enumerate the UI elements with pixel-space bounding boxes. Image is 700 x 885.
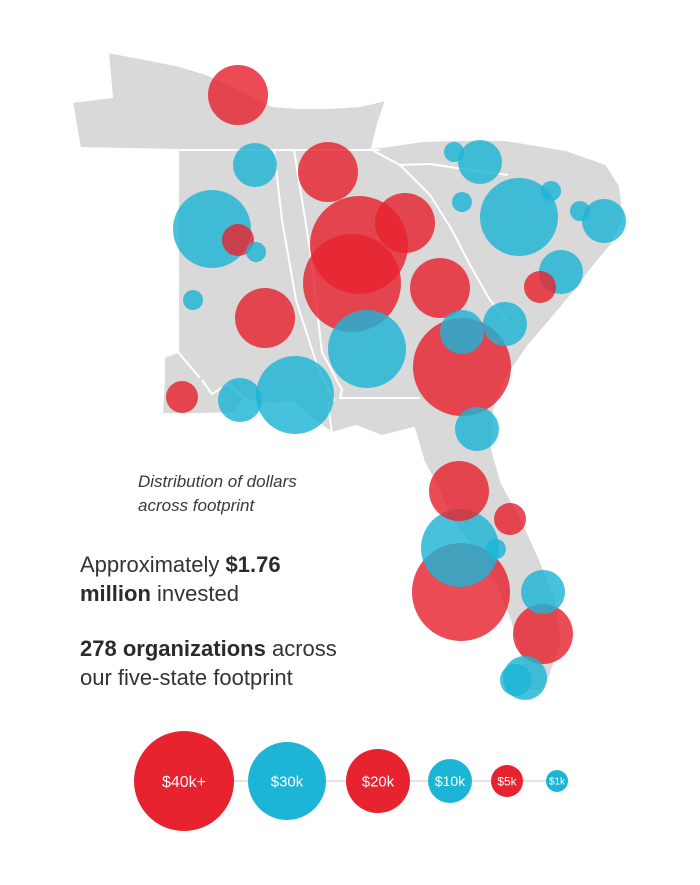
- map-caption: Distribution of dollars across footprint: [138, 470, 297, 518]
- map-marker: [328, 310, 406, 388]
- caption-line-2: across footprint: [138, 496, 255, 515]
- legend-circle: [428, 759, 472, 803]
- legend-circle: [248, 742, 326, 820]
- map-marker: [444, 142, 464, 162]
- map-marker: [429, 461, 489, 521]
- invested-unit: million: [80, 581, 151, 606]
- map-marker: [421, 509, 499, 587]
- legend-circle: [134, 731, 234, 831]
- map-marker: [524, 271, 556, 303]
- legend-label: $5k: [497, 774, 517, 788]
- map-marker: [541, 181, 561, 201]
- map-marker: [256, 356, 334, 434]
- map-marker: [455, 407, 499, 451]
- map-marker: [452, 192, 472, 212]
- legend-circle: [546, 770, 568, 792]
- invested-stat: Approximately $1.76 million invested: [80, 552, 281, 606]
- map-marker: [440, 310, 484, 354]
- map-marker: [410, 258, 470, 318]
- map-marker: [375, 193, 435, 253]
- map-marker: [222, 224, 254, 256]
- map-marker: [246, 242, 266, 262]
- map-marker: [208, 65, 268, 125]
- map-marker: [235, 288, 295, 348]
- map-marker: [298, 142, 358, 202]
- legend-label: $1k: [549, 777, 566, 788]
- map-marker: [521, 570, 565, 614]
- legend-circle: [491, 765, 523, 797]
- map-marker: [513, 604, 573, 664]
- map-marker: [413, 318, 511, 416]
- footprint-map: [71, 51, 626, 700]
- map-marker: [480, 178, 558, 256]
- legend-label: $10k: [435, 773, 466, 789]
- map-marker: [483, 302, 527, 346]
- legend-circle: [346, 749, 410, 813]
- map-marker: [166, 381, 198, 413]
- map-marker: [570, 201, 590, 221]
- map-marker: [233, 143, 277, 187]
- map-marker: [183, 290, 203, 310]
- map-marker: [582, 199, 626, 243]
- caption-line-1: Distribution of dollars: [138, 472, 297, 491]
- map-marker: [500, 664, 532, 696]
- map-marker: [218, 378, 262, 422]
- size-legend: $40k+ $30k $20k $10k $5k $1k: [134, 731, 568, 831]
- legend-label: $30k: [271, 773, 304, 790]
- map-marker: [303, 234, 401, 332]
- map-marker: [486, 539, 506, 559]
- map-marker: [494, 503, 526, 535]
- organizations-count: 278 organizations: [80, 636, 266, 661]
- map-marker: [458, 140, 502, 184]
- legend-label: $40k+: [162, 774, 206, 791]
- invested-amount: $1.76: [225, 552, 281, 577]
- legend-label: $20k: [362, 773, 395, 790]
- funding-markers: [166, 65, 626, 700]
- organizations-stat: 278 organizations across our five-state f…: [80, 636, 337, 690]
